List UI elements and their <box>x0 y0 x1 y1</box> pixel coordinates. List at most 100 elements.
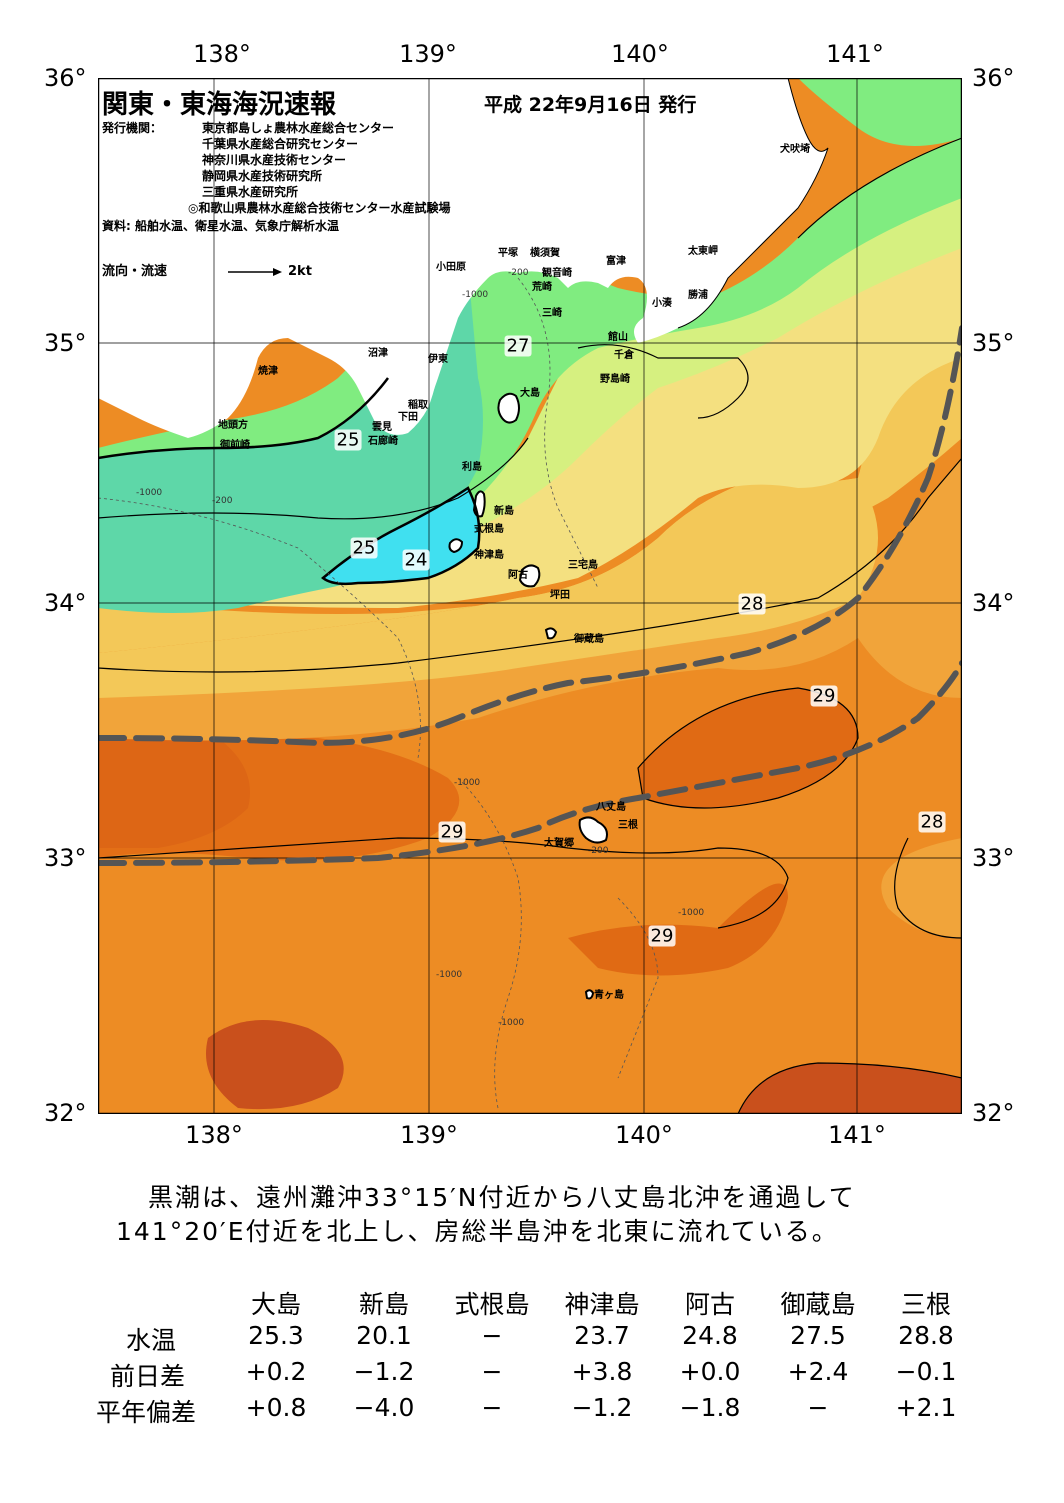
place-label: 坪田 <box>550 590 570 601</box>
lat-tick-32-right: 32° <box>972 1099 1015 1127</box>
place-label: 石廊崎 <box>368 436 398 447</box>
place-label: 三根 <box>618 820 638 831</box>
isotherm-label: 27 <box>504 335 532 357</box>
table-cell: +0.8 <box>245 1393 307 1422</box>
place-label: 式根島 <box>474 524 504 535</box>
row-label-normal-anomaly: 平年偏差 <box>96 1398 197 1427</box>
column-header: 三根 <box>900 1290 952 1319</box>
depth-label: -1000 <box>462 290 489 300</box>
kuroshio-axis-south <box>98 660 962 866</box>
place-label: 平塚 <box>498 248 518 259</box>
depth-label: -200 <box>212 496 233 506</box>
depth-label: -1000 <box>436 970 463 980</box>
table-cell: +3.8 <box>571 1357 633 1386</box>
isotherm-label: 29 <box>810 685 838 707</box>
depth-label: -200 <box>508 268 529 278</box>
isotherm-26-ne-line <box>797 137 962 239</box>
table-cell: +2.1 <box>895 1393 957 1422</box>
column-header: 阿古 <box>684 1290 736 1319</box>
table-cell: −4.0 <box>353 1393 415 1422</box>
kuroshio-axis <box>98 325 962 866</box>
table-cell: −0.1 <box>895 1357 957 1386</box>
place-label: 新島 <box>494 506 514 517</box>
agency-label: 発行機関： <box>102 121 163 135</box>
depth-label: -1000 <box>498 1018 525 1028</box>
place-label: 館山 <box>608 332 628 343</box>
place-label: 勝浦 <box>688 290 708 301</box>
agency-item: 神奈川県水産技術センター <box>202 153 347 167</box>
isotherm-label: 29 <box>438 821 466 843</box>
table-cell: +0.0 <box>679 1357 741 1386</box>
table-cell: − <box>807 1393 829 1422</box>
column-header: 神津島 <box>564 1290 640 1319</box>
isotherm-label: 25 <box>334 429 362 451</box>
row-label-water-temp: 水温 <box>126 1326 177 1355</box>
flow-legend-unit: 2kt <box>288 264 312 279</box>
isotherm-label: 28 <box>918 811 946 833</box>
lat-tick-33-left: 33° <box>44 844 87 872</box>
place-label: 三崎 <box>542 308 562 319</box>
column-header: 御蔵島 <box>780 1290 856 1319</box>
place-label: 伊東 <box>428 354 448 365</box>
map-canvas <box>98 78 962 1114</box>
table-cell: −1.2 <box>353 1357 415 1386</box>
agency-item: 千葉県水産総合研究センター <box>202 137 359 151</box>
lon-tick-139-top: 139° <box>399 40 457 68</box>
table-cell: − <box>481 1321 503 1350</box>
place-label: 稲取 <box>408 400 428 411</box>
cold-water-lines <box>98 377 481 586</box>
map-border <box>98 78 962 1114</box>
zone-26-northeast <box>798 78 962 146</box>
depth-contour-1000-south <box>617 897 659 1079</box>
isotherm-25-line <box>98 377 389 460</box>
table-cell: 25.3 <box>248 1321 304 1350</box>
table-cell: 23.7 <box>574 1321 630 1350</box>
table-cell: − <box>481 1357 503 1386</box>
agency-item: 静岡県水産技術研究所 <box>202 169 323 183</box>
zone-29-5-south <box>568 883 788 976</box>
place-label: 利島 <box>462 462 482 473</box>
depth-label: -1000 <box>136 488 163 498</box>
depth-contours <box>98 277 659 1109</box>
lat-tick-32-left: 32° <box>44 1099 87 1127</box>
depth-label: -1000 <box>454 778 481 788</box>
lat-tick-34-left: 34° <box>44 589 87 617</box>
zone-30-southeast <box>738 1063 962 1114</box>
lat-tick-35-left: 35° <box>44 329 87 357</box>
place-label: 地頭方 <box>218 420 248 431</box>
place-label: 観音崎 <box>542 268 572 279</box>
place-label: 八丈島 <box>596 802 626 813</box>
table-cell: +2.4 <box>787 1357 849 1386</box>
summary-line-1: 黒潮は、遠州灘沖33°15′N付近から八丈島北沖を通過して <box>148 1183 856 1212</box>
isotherm-27-line <box>577 344 749 419</box>
table-cell: − <box>481 1393 503 1422</box>
place-label: 神津島 <box>474 550 504 561</box>
place-label: 犬吠埼 <box>780 144 810 155</box>
data-source: 資料: 船舶水温、衛星水温、気象庁解析水温 <box>102 219 339 233</box>
hachijojima-island <box>578 816 608 844</box>
map-title: 関東・東海海況速報 <box>102 90 337 120</box>
flow-legend-label: 流向・流速 <box>102 264 168 279</box>
coastline-boso <box>677 78 829 329</box>
table-cell: 27.5 <box>790 1321 846 1350</box>
isotherm-30-line <box>737 1062 962 1114</box>
place-label: 小湊 <box>652 298 672 309</box>
oshima-island <box>497 392 520 424</box>
table-cell: 28.8 <box>898 1321 954 1350</box>
flow-legend-arrowhead <box>273 268 282 276</box>
place-label: 小田原 <box>436 262 466 273</box>
place-label: 三宅島 <box>568 560 598 571</box>
zone-29-5-west <box>98 738 460 861</box>
agency-item: ◎和歌山県農林水産総合技術センター水産試験場 <box>188 201 451 215</box>
lon-tick-138-bottom: 138° <box>185 1121 243 1149</box>
kuroshio-axis-north <box>98 325 962 747</box>
place-label: 青ヶ島 <box>594 990 624 1001</box>
lon-tick-140-bottom: 140° <box>615 1121 673 1149</box>
place-label: 富津 <box>606 256 626 267</box>
lon-tick-138-top: 138° <box>193 40 251 68</box>
agency-item: 東京都島しょ農林水産総合センター <box>202 121 395 135</box>
lat-tick-36-right: 36° <box>972 64 1015 92</box>
lat-tick-35-right: 35° <box>972 329 1015 357</box>
isotherm-24-line <box>321 486 481 586</box>
place-label: 大島 <box>520 388 540 399</box>
